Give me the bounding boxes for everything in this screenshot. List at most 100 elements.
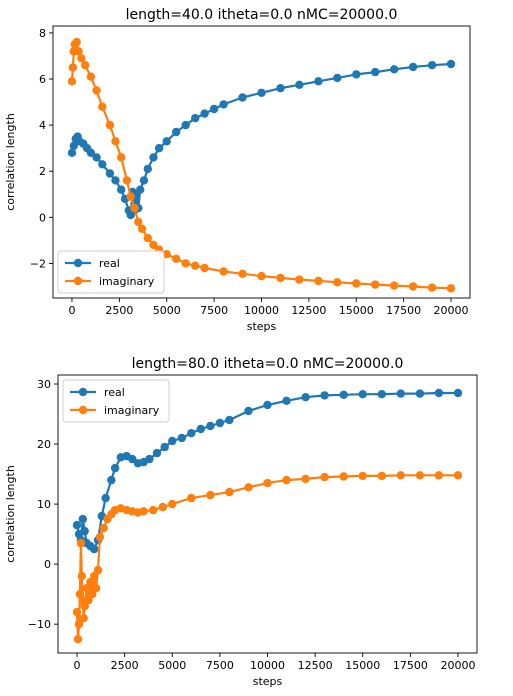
legend-swatch-marker-imaginary (73, 276, 83, 286)
data-point-imaginary (122, 176, 132, 185)
data-point-real (453, 388, 463, 398)
data-point-real (339, 390, 348, 399)
data-point-imaginary (396, 471, 405, 480)
data-point-imaginary (149, 240, 158, 250)
data-point-real (80, 526, 89, 536)
y-axis-label: correlation length (4, 113, 17, 211)
data-point-imaginary (181, 259, 190, 268)
data-point-real (333, 73, 342, 83)
data-point-imaginary (126, 192, 135, 201)
data-point-imaginary (206, 490, 215, 500)
data-point-imaginary (105, 120, 115, 130)
x-axis-label: steps (253, 675, 283, 688)
data-point-real (136, 185, 145, 194)
x-tick-label: 17500 (386, 304, 421, 317)
legend-label-real: real (104, 386, 125, 399)
data-point-real (434, 388, 444, 398)
x-tick-label: 20000 (434, 304, 469, 317)
data-point-imaginary (390, 281, 399, 290)
legend-box (62, 379, 170, 423)
data-point-imaginary (73, 635, 83, 644)
data-point-imaginary (162, 250, 171, 259)
y-tick-label: 8 (39, 27, 46, 40)
x-tick-label: 15000 (339, 304, 374, 317)
data-point-imaginary (377, 471, 386, 481)
x-tick-label: 0 (74, 659, 81, 672)
x-tick-label: 7500 (200, 304, 228, 317)
data-point-real (219, 100, 228, 109)
x-tick-label: 7500 (206, 659, 234, 672)
data-point-imaginary (82, 584, 91, 593)
y-axis-label: correlation length (4, 465, 17, 563)
data-point-imaginary (263, 478, 272, 488)
y-tick-label: −10 (28, 618, 51, 631)
data-point-real (110, 463, 120, 473)
data-point-imaginary (72, 37, 81, 47)
data-point-imaginary (200, 263, 209, 273)
legend-swatch-marker-real (73, 258, 83, 268)
data-point-real (86, 148, 96, 157)
data-point-imaginary (76, 538, 86, 548)
data-point-imaginary (408, 282, 418, 291)
data-point-real (90, 544, 99, 554)
data-point-imaginary (453, 471, 463, 480)
data-point-imaginary (95, 532, 105, 542)
data-point-real (263, 400, 272, 410)
chart-title: length=80.0 itheta=0.0 nMC=20000.0 (132, 356, 404, 372)
x-tick-label: 2500 (111, 659, 139, 672)
data-point-real (69, 141, 79, 151)
legend-label-real: real (99, 257, 120, 270)
data-point-real (72, 520, 82, 530)
x-tick-label: 2500 (105, 304, 133, 317)
data-point-real (295, 80, 304, 90)
data-point-imaginary (427, 283, 437, 292)
x-tick-label: 17500 (393, 659, 428, 672)
legend: real imaginary (62, 379, 170, 423)
data-point-imaginary (86, 577, 95, 587)
data-point-real (168, 436, 177, 446)
data-point-real (320, 391, 329, 400)
chart-panel-2: length=80.0 itheta=0.0 nMC=20000.0 0 2500 5… (4, 356, 478, 688)
legend-swatch-marker-imaginary (78, 405, 88, 415)
data-point-real (177, 433, 186, 443)
y-tick-label: 10 (37, 498, 51, 511)
y-tick-label: 30 (37, 378, 51, 391)
y-tick-label: 6 (39, 73, 46, 86)
data-point-real (314, 77, 323, 86)
data-point-imaginary (98, 102, 107, 111)
data-point-imaginary (172, 254, 181, 263)
y-tick-label: 0 (39, 211, 46, 224)
data-point-imaginary (333, 278, 342, 287)
data-point-imaginary (77, 54, 86, 63)
y-tick-label: 4 (39, 119, 46, 132)
data-point-real (215, 418, 225, 428)
data-point-imaginary (74, 620, 84, 629)
y-tick-label: 0 (44, 558, 51, 571)
data-point-imaginary (219, 267, 228, 276)
data-point-real (105, 169, 115, 178)
data-point-imaginary (446, 284, 456, 293)
data-point-real (152, 448, 162, 458)
data-point-real (446, 59, 456, 69)
data-point-imaginary (130, 203, 139, 213)
data-point-real (111, 176, 120, 185)
data-point-imaginary (191, 261, 200, 270)
data-point-imaginary (86, 72, 96, 81)
data-point-real (200, 109, 209, 118)
data-point-real (160, 442, 169, 452)
series-group (72, 388, 463, 644)
data-point-real (352, 70, 361, 79)
data-point-real (371, 67, 380, 77)
legend-label-imaginary: imaginary (99, 275, 155, 288)
x-tick-label: 12500 (298, 659, 333, 672)
data-point-imaginary (67, 77, 77, 86)
data-point-real (67, 148, 77, 157)
x-tick-label: 5000 (153, 304, 181, 317)
legend-swatch-marker-real (78, 387, 88, 397)
data-point-imaginary (168, 499, 177, 509)
y-tick-label: 20 (37, 438, 51, 451)
data-point-real (408, 62, 418, 72)
data-point-real (143, 164, 152, 174)
data-point-imaginary (111, 137, 120, 146)
data-point-real (225, 415, 234, 425)
